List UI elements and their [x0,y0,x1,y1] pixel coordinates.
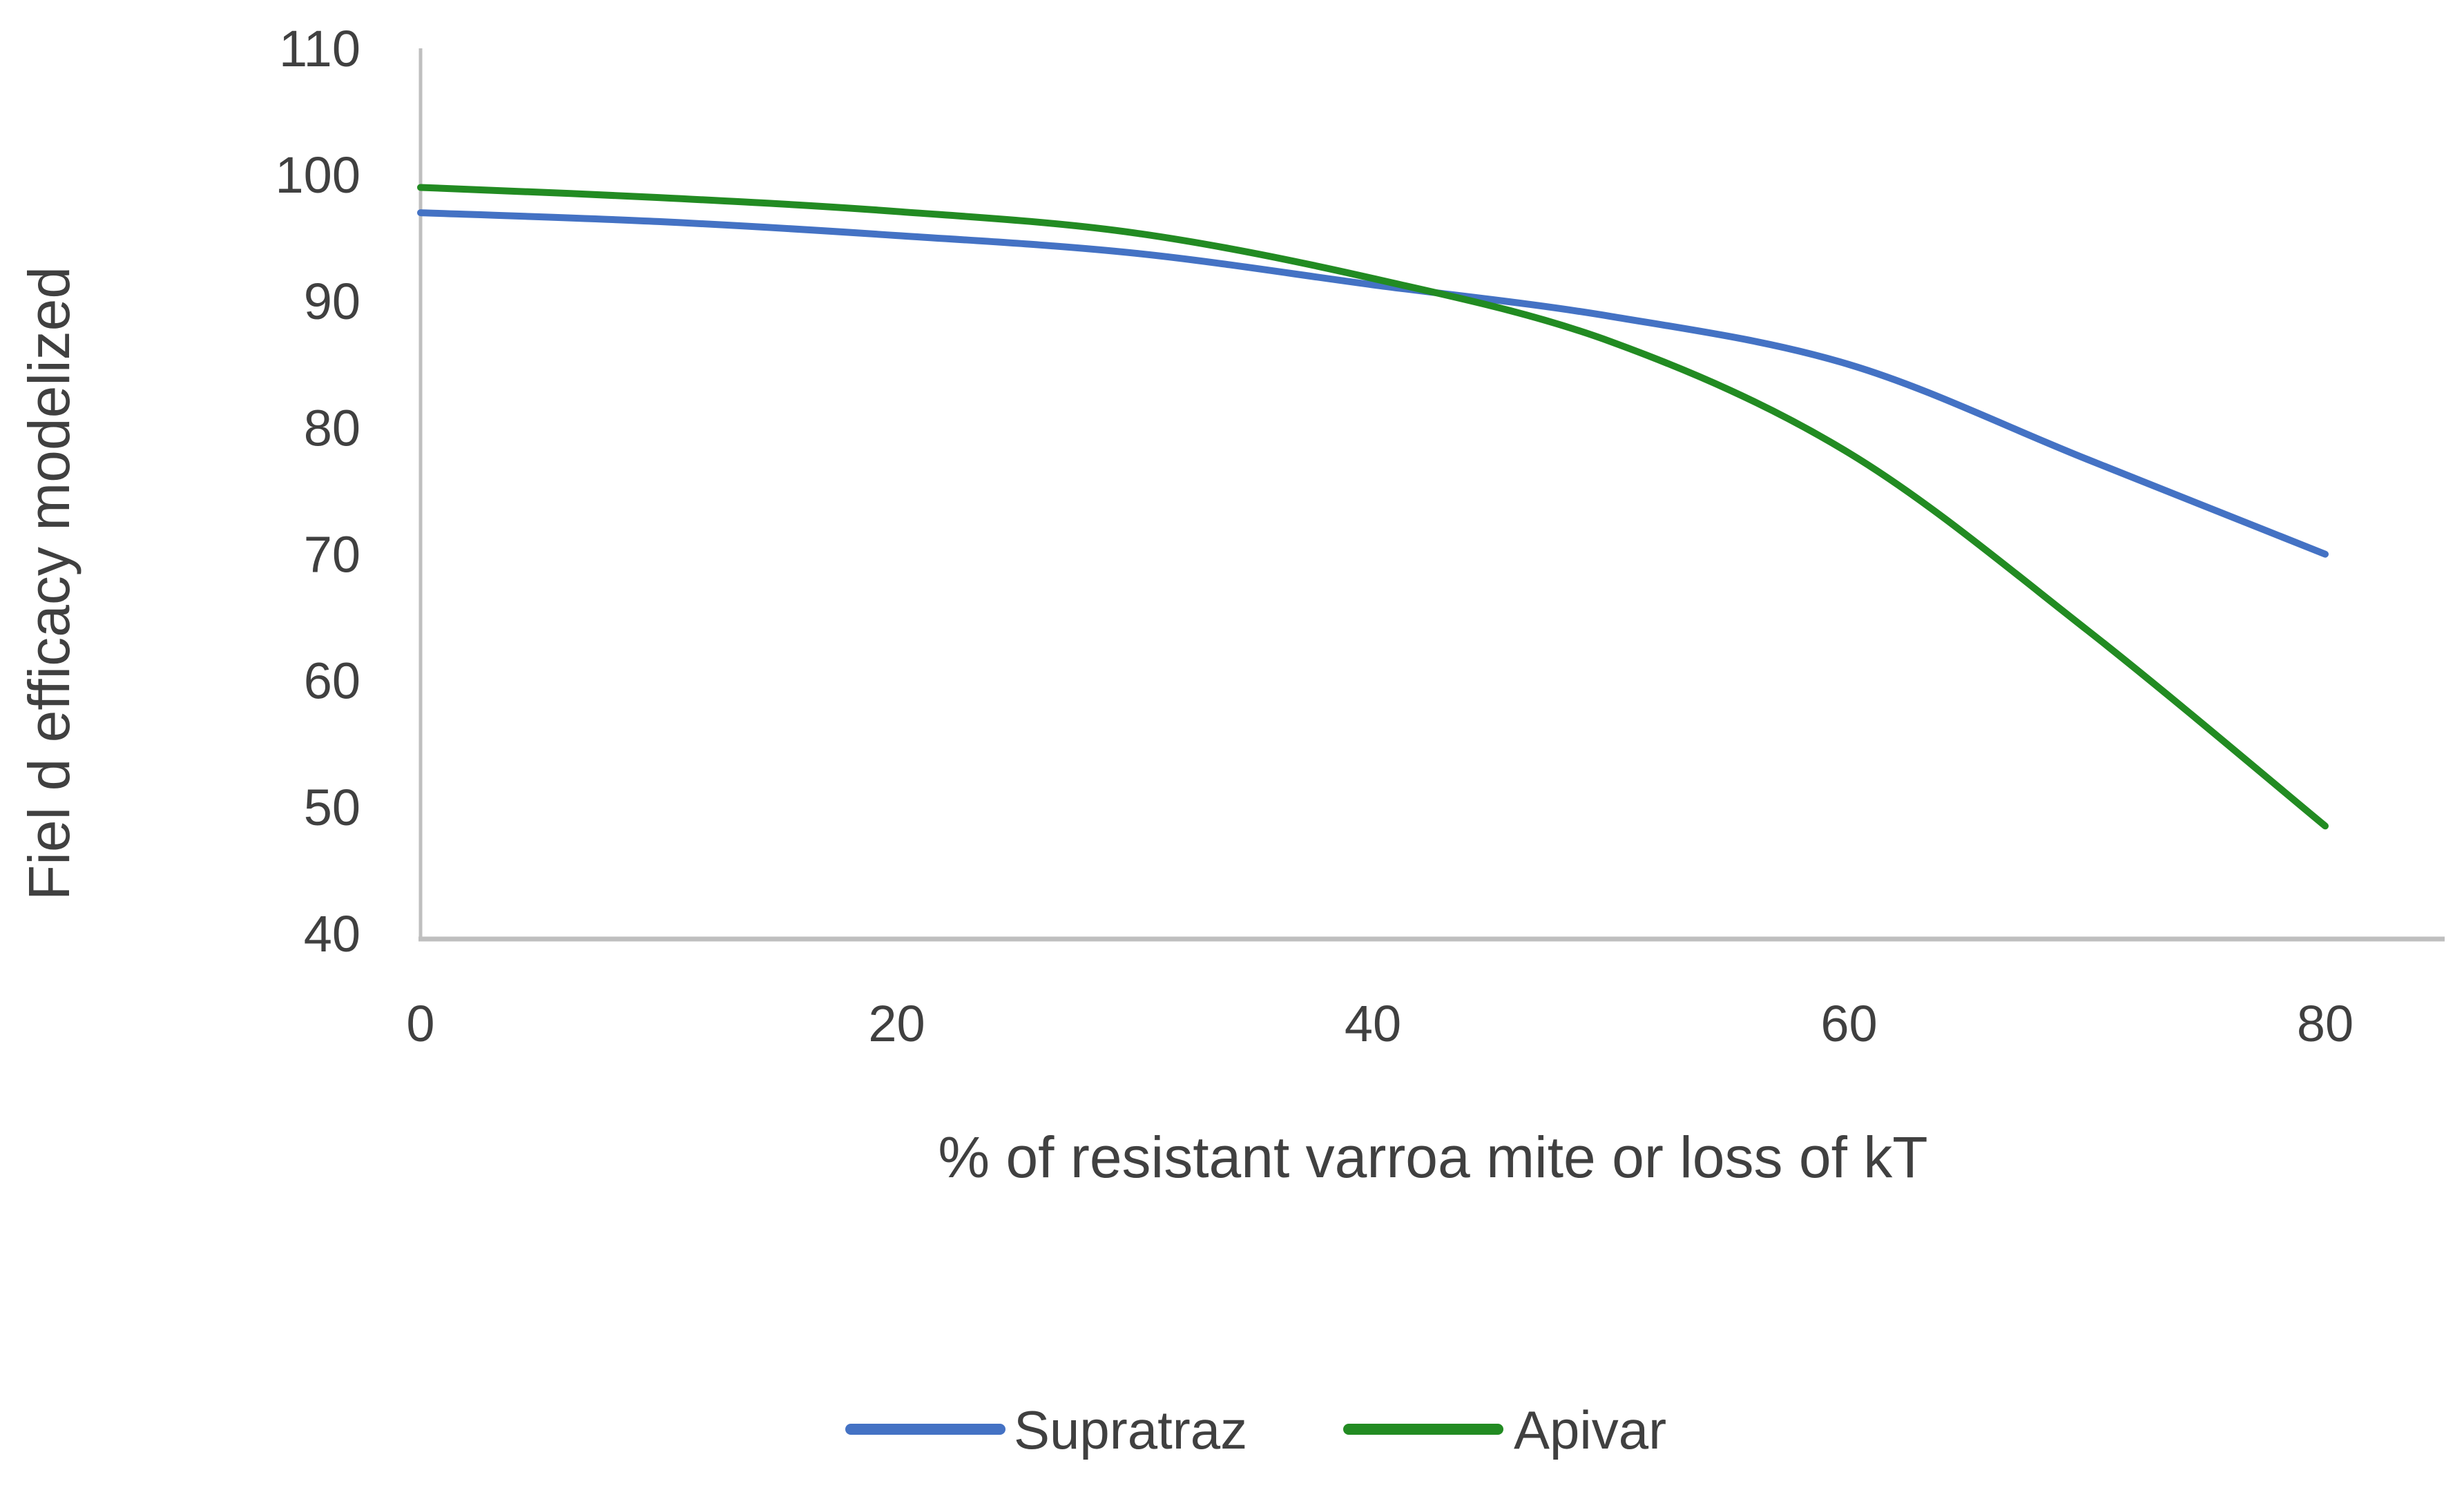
y-tick-label: 70 [304,525,360,583]
y-axis-title: Fiel d efficacy modelized [17,267,81,900]
series-apivar-line [417,184,2329,830]
y-tick-label: 90 [304,273,360,330]
y-tick-label: 80 [304,399,360,456]
x-tick-label: 0 [406,995,434,1052]
x-tick-label: 20 [868,995,925,1052]
x-tick-label: 40 [1345,995,1401,1052]
x-axis-title: % of resistant varroa mite or loss of kT [938,1125,1927,1190]
legend-item-supratraz: Supratraz [845,1400,1247,1460]
y-tick-label: 50 [304,779,360,836]
x-tick-label: 80 [2297,995,2354,1052]
series-lines [417,184,2329,830]
apivar-legend-label: Apivar [1514,1400,1666,1460]
y-tick-label: 100 [276,146,360,204]
y-tick-label: 60 [304,652,360,710]
x-axis-tick-labels: 0 20 40 60 80 [406,995,2354,1052]
x-tick-label: 60 [1820,995,1877,1052]
y-tick-label: 40 [304,905,360,962]
series-supratraz-line [417,209,2329,558]
supratraz-legend-label: Supratraz [1014,1400,1247,1460]
y-tick-label: 110 [279,20,360,77]
y-axis-tick-labels: 110 100 90 80 70 60 50 40 [276,20,360,962]
legend: Supratraz Apivar [845,1400,1666,1460]
legend-item-apivar: Apivar [1343,1400,1666,1460]
